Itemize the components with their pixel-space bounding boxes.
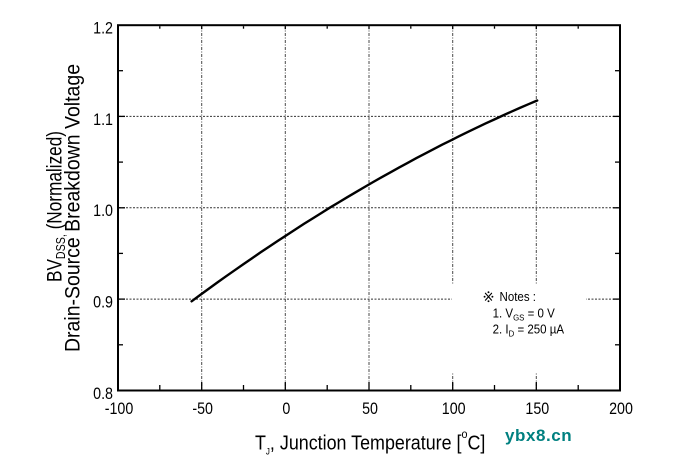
svg-text:0.8: 0.8: [93, 385, 113, 403]
svg-text:0: 0: [282, 400, 290, 418]
svg-text:Notes :: Notes :: [500, 290, 536, 305]
svg-text:1. VGS = 0 V: 1. VGS = 0 V: [493, 306, 555, 323]
svg-text:BVDSS, (Normalized): BVDSS, (Normalized): [44, 131, 68, 282]
svg-text:100: 100: [442, 400, 466, 418]
svg-text:-100: -100: [105, 400, 134, 418]
svg-text:2. ID = 250 µA: 2. ID = 250 µA: [493, 322, 564, 339]
svg-text:150: 150: [525, 400, 549, 418]
svg-text:0.9: 0.9: [93, 293, 113, 311]
svg-text:Drain-Source Breakdown Voltage: Drain-Source Breakdown Voltage: [62, 64, 85, 352]
svg-text:ybx8.cn: ybx8.cn: [505, 426, 572, 445]
svg-text:1.0: 1.0: [93, 202, 113, 220]
svg-text:1.1: 1.1: [93, 111, 113, 129]
svg-text:1.2: 1.2: [93, 19, 113, 37]
svg-text:200: 200: [609, 400, 633, 418]
svg-text:-50: -50: [192, 400, 213, 418]
svg-text:50: 50: [362, 400, 378, 418]
svg-text:TJ, Junction Temperature [oC]: TJ, Junction Temperature [oC]: [255, 429, 485, 457]
